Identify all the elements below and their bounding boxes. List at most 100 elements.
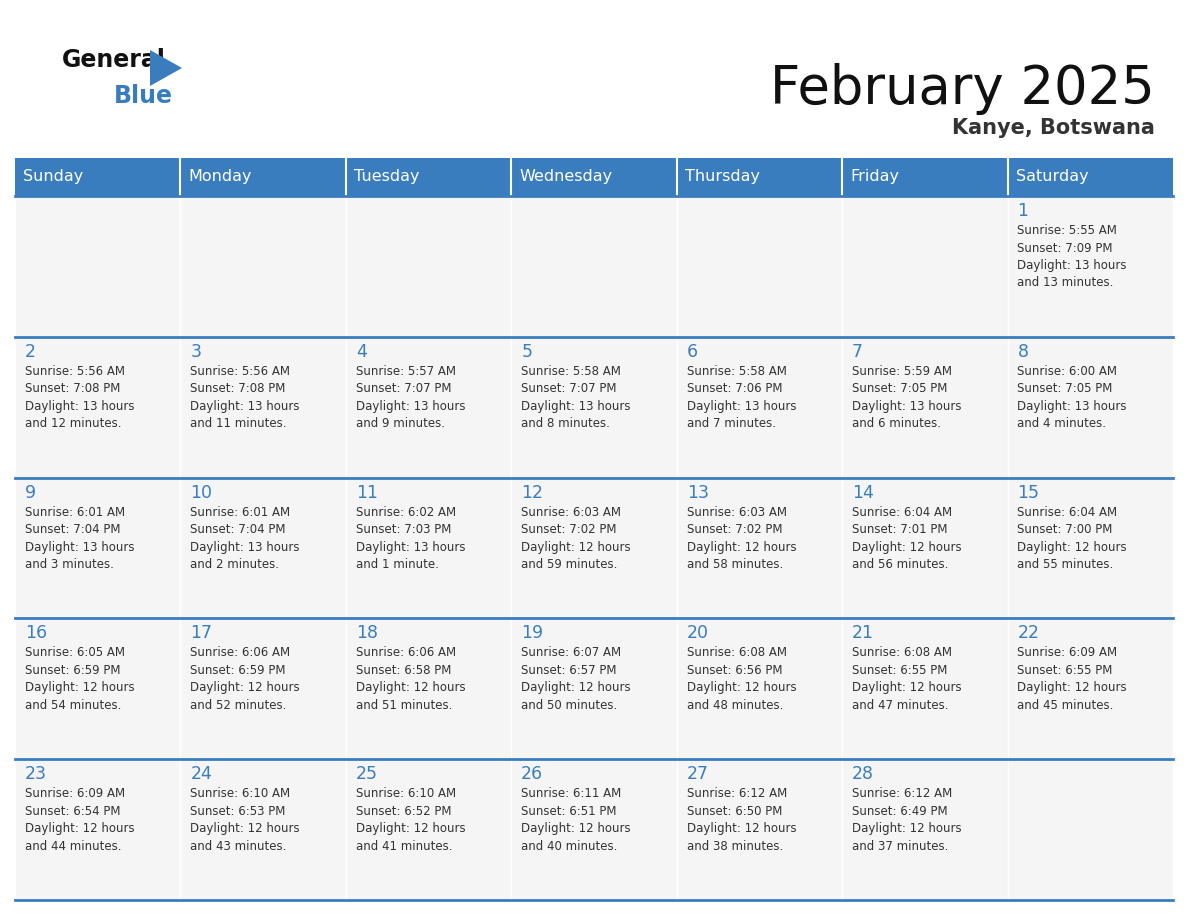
Text: Sunrise: 6:01 AM
Sunset: 7:04 PM
Daylight: 13 hours
and 3 minutes.: Sunrise: 6:01 AM Sunset: 7:04 PM Dayligh… xyxy=(25,506,134,571)
Text: Sunrise: 5:58 AM
Sunset: 7:06 PM
Daylight: 13 hours
and 7 minutes.: Sunrise: 5:58 AM Sunset: 7:06 PM Dayligh… xyxy=(687,364,796,431)
Text: 6: 6 xyxy=(687,342,697,361)
Text: Sunrise: 5:56 AM
Sunset: 7:08 PM
Daylight: 13 hours
and 11 minutes.: Sunrise: 5:56 AM Sunset: 7:08 PM Dayligh… xyxy=(190,364,299,431)
Text: Sunrise: 6:05 AM
Sunset: 6:59 PM
Daylight: 12 hours
and 54 minutes.: Sunrise: 6:05 AM Sunset: 6:59 PM Dayligh… xyxy=(25,646,134,711)
Text: Sunrise: 6:12 AM
Sunset: 6:49 PM
Daylight: 12 hours
and 37 minutes.: Sunrise: 6:12 AM Sunset: 6:49 PM Dayligh… xyxy=(852,788,962,853)
Text: 9: 9 xyxy=(25,484,36,501)
Bar xyxy=(181,196,346,337)
Text: Wednesday: Wednesday xyxy=(519,170,613,185)
Text: Sunrise: 6:09 AM
Sunset: 6:55 PM
Daylight: 12 hours
and 45 minutes.: Sunrise: 6:09 AM Sunset: 6:55 PM Dayligh… xyxy=(1017,646,1127,711)
Bar xyxy=(511,337,677,477)
Text: Sunrise: 5:59 AM
Sunset: 7:05 PM
Daylight: 13 hours
and 6 minutes.: Sunrise: 5:59 AM Sunset: 7:05 PM Dayligh… xyxy=(852,364,961,431)
Bar xyxy=(842,477,1007,619)
Bar xyxy=(1007,619,1173,759)
Text: Sunrise: 6:03 AM
Sunset: 7:02 PM
Daylight: 12 hours
and 59 minutes.: Sunrise: 6:03 AM Sunset: 7:02 PM Dayligh… xyxy=(522,506,631,571)
Text: 19: 19 xyxy=(522,624,543,643)
Text: Saturday: Saturday xyxy=(1016,170,1088,185)
Text: 1: 1 xyxy=(1017,202,1029,220)
Text: General: General xyxy=(62,48,166,72)
Bar xyxy=(181,337,346,477)
Text: Sunrise: 6:08 AM
Sunset: 6:55 PM
Daylight: 12 hours
and 47 minutes.: Sunrise: 6:08 AM Sunset: 6:55 PM Dayligh… xyxy=(852,646,962,711)
Text: Sunrise: 6:06 AM
Sunset: 6:58 PM
Daylight: 12 hours
and 51 minutes.: Sunrise: 6:06 AM Sunset: 6:58 PM Dayligh… xyxy=(355,646,466,711)
Text: Sunrise: 6:01 AM
Sunset: 7:04 PM
Daylight: 13 hours
and 2 minutes.: Sunrise: 6:01 AM Sunset: 7:04 PM Dayligh… xyxy=(190,506,299,571)
Text: 18: 18 xyxy=(355,624,378,643)
Text: 22: 22 xyxy=(1017,624,1040,643)
Text: 13: 13 xyxy=(687,484,708,501)
Text: Sunrise: 6:09 AM
Sunset: 6:54 PM
Daylight: 12 hours
and 44 minutes.: Sunrise: 6:09 AM Sunset: 6:54 PM Dayligh… xyxy=(25,788,134,853)
Bar xyxy=(181,477,346,619)
Text: 21: 21 xyxy=(852,624,874,643)
Bar xyxy=(346,337,511,477)
Bar xyxy=(15,196,181,337)
Bar xyxy=(346,477,511,619)
Text: 24: 24 xyxy=(190,766,213,783)
Bar xyxy=(511,477,677,619)
Text: Sunrise: 6:12 AM
Sunset: 6:50 PM
Daylight: 12 hours
and 38 minutes.: Sunrise: 6:12 AM Sunset: 6:50 PM Dayligh… xyxy=(687,788,796,853)
Text: 4: 4 xyxy=(355,342,367,361)
Bar xyxy=(842,619,1007,759)
Text: Monday: Monday xyxy=(189,170,252,185)
Bar xyxy=(181,619,346,759)
Text: Sunrise: 6:07 AM
Sunset: 6:57 PM
Daylight: 12 hours
and 50 minutes.: Sunrise: 6:07 AM Sunset: 6:57 PM Dayligh… xyxy=(522,646,631,711)
Bar xyxy=(1007,337,1173,477)
Bar xyxy=(677,619,842,759)
Text: 20: 20 xyxy=(687,624,708,643)
Bar xyxy=(346,619,511,759)
Text: 11: 11 xyxy=(355,484,378,501)
Text: 25: 25 xyxy=(355,766,378,783)
Bar xyxy=(15,337,181,477)
Text: Sunrise: 5:57 AM
Sunset: 7:07 PM
Daylight: 13 hours
and 9 minutes.: Sunrise: 5:57 AM Sunset: 7:07 PM Dayligh… xyxy=(355,364,466,431)
Text: Sunrise: 6:08 AM
Sunset: 6:56 PM
Daylight: 12 hours
and 48 minutes.: Sunrise: 6:08 AM Sunset: 6:56 PM Dayligh… xyxy=(687,646,796,711)
Bar xyxy=(677,477,842,619)
Bar xyxy=(677,337,842,477)
Bar xyxy=(842,196,1007,337)
Text: 10: 10 xyxy=(190,484,213,501)
Text: Sunday: Sunday xyxy=(24,170,83,185)
Bar xyxy=(181,759,346,900)
Text: 7: 7 xyxy=(852,342,862,361)
Text: Sunrise: 6:10 AM
Sunset: 6:52 PM
Daylight: 12 hours
and 41 minutes.: Sunrise: 6:10 AM Sunset: 6:52 PM Dayligh… xyxy=(355,788,466,853)
Text: 5: 5 xyxy=(522,342,532,361)
Bar xyxy=(677,759,842,900)
Text: Sunrise: 5:56 AM
Sunset: 7:08 PM
Daylight: 13 hours
and 12 minutes.: Sunrise: 5:56 AM Sunset: 7:08 PM Dayligh… xyxy=(25,364,134,431)
Bar xyxy=(511,759,677,900)
Text: Blue: Blue xyxy=(114,84,173,108)
Text: Sunrise: 6:06 AM
Sunset: 6:59 PM
Daylight: 12 hours
and 52 minutes.: Sunrise: 6:06 AM Sunset: 6:59 PM Dayligh… xyxy=(190,646,301,711)
Polygon shape xyxy=(150,50,182,86)
Text: 28: 28 xyxy=(852,766,874,783)
Text: Sunrise: 6:03 AM
Sunset: 7:02 PM
Daylight: 12 hours
and 58 minutes.: Sunrise: 6:03 AM Sunset: 7:02 PM Dayligh… xyxy=(687,506,796,571)
Text: Friday: Friday xyxy=(851,170,899,185)
Text: Tuesday: Tuesday xyxy=(354,170,419,185)
Bar xyxy=(677,196,842,337)
Text: Kanye, Botswana: Kanye, Botswana xyxy=(952,118,1155,138)
Text: 8: 8 xyxy=(1017,342,1029,361)
Bar xyxy=(346,759,511,900)
Text: Sunrise: 6:00 AM
Sunset: 7:05 PM
Daylight: 13 hours
and 4 minutes.: Sunrise: 6:00 AM Sunset: 7:05 PM Dayligh… xyxy=(1017,364,1127,431)
Bar xyxy=(1007,196,1173,337)
Text: 26: 26 xyxy=(522,766,543,783)
Bar xyxy=(15,619,181,759)
Bar xyxy=(15,158,1173,196)
Bar xyxy=(1007,477,1173,619)
Text: 16: 16 xyxy=(25,624,48,643)
Bar xyxy=(511,619,677,759)
Bar xyxy=(346,196,511,337)
Text: Sunrise: 5:55 AM
Sunset: 7:09 PM
Daylight: 13 hours
and 13 minutes.: Sunrise: 5:55 AM Sunset: 7:09 PM Dayligh… xyxy=(1017,224,1127,289)
Text: 15: 15 xyxy=(1017,484,1040,501)
Bar xyxy=(1007,759,1173,900)
Text: 3: 3 xyxy=(190,342,201,361)
Text: 2: 2 xyxy=(25,342,36,361)
Text: Sunrise: 6:04 AM
Sunset: 7:00 PM
Daylight: 12 hours
and 55 minutes.: Sunrise: 6:04 AM Sunset: 7:00 PM Dayligh… xyxy=(1017,506,1127,571)
Text: 14: 14 xyxy=(852,484,874,501)
Text: Sunrise: 6:02 AM
Sunset: 7:03 PM
Daylight: 13 hours
and 1 minute.: Sunrise: 6:02 AM Sunset: 7:03 PM Dayligh… xyxy=(355,506,466,571)
Bar xyxy=(511,196,677,337)
Text: Sunrise: 6:04 AM
Sunset: 7:01 PM
Daylight: 12 hours
and 56 minutes.: Sunrise: 6:04 AM Sunset: 7:01 PM Dayligh… xyxy=(852,506,962,571)
Text: 23: 23 xyxy=(25,766,46,783)
Text: Sunrise: 6:11 AM
Sunset: 6:51 PM
Daylight: 12 hours
and 40 minutes.: Sunrise: 6:11 AM Sunset: 6:51 PM Dayligh… xyxy=(522,788,631,853)
Bar xyxy=(842,337,1007,477)
Text: Sunrise: 5:58 AM
Sunset: 7:07 PM
Daylight: 13 hours
and 8 minutes.: Sunrise: 5:58 AM Sunset: 7:07 PM Dayligh… xyxy=(522,364,631,431)
Bar xyxy=(842,759,1007,900)
Text: 12: 12 xyxy=(522,484,543,501)
Text: 27: 27 xyxy=(687,766,708,783)
Text: 17: 17 xyxy=(190,624,213,643)
Text: Sunrise: 6:10 AM
Sunset: 6:53 PM
Daylight: 12 hours
and 43 minutes.: Sunrise: 6:10 AM Sunset: 6:53 PM Dayligh… xyxy=(190,788,301,853)
